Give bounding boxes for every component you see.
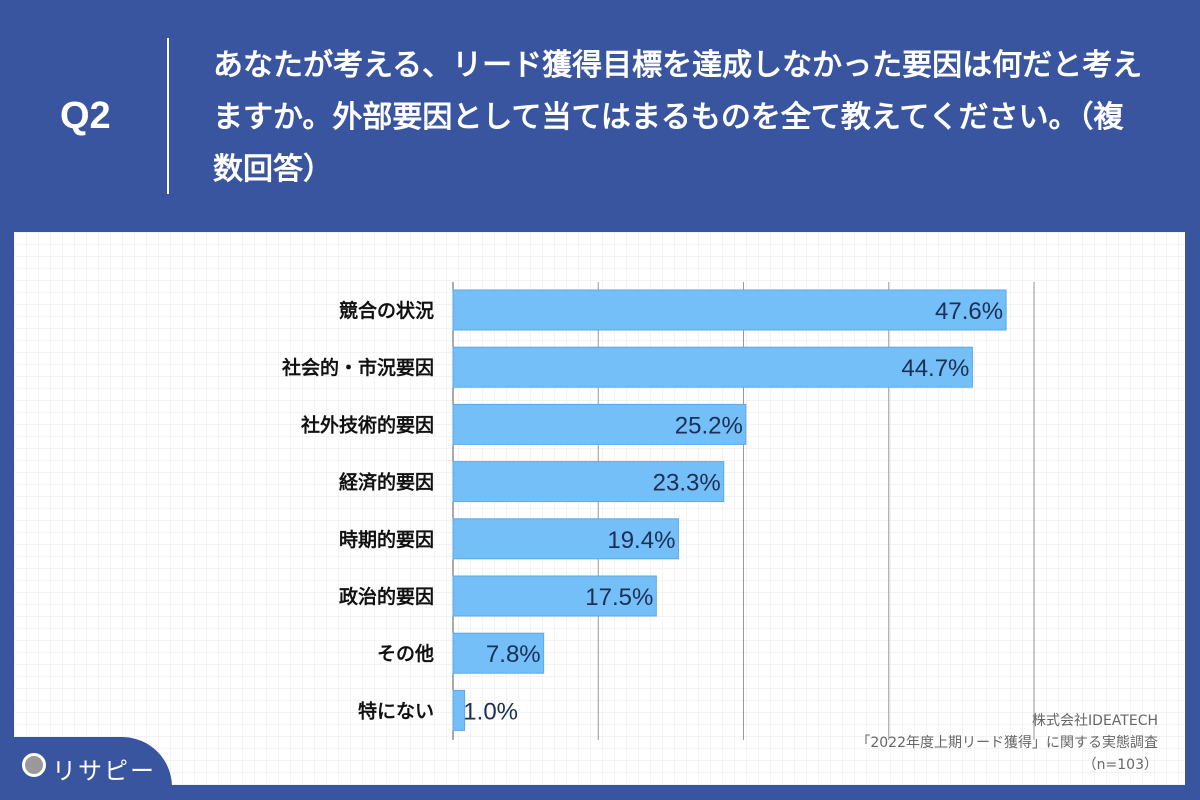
category-label: 社外技術的要因 — [300, 413, 434, 436]
bar — [452, 461, 725, 503]
bar — [452, 632, 545, 674]
bar — [452, 403, 747, 445]
category-label: 社会的・市況要因 — [281, 356, 434, 379]
divider — [167, 38, 169, 194]
source-note: 株式会社IDEATECH 「2022年度上期リード獲得」に関する実態調査 （n=… — [856, 710, 1158, 776]
value-label: 23.3% — [653, 470, 721, 497]
value-label: 47.6% — [935, 298, 1003, 325]
survey-name: 「2022年度上期リード獲得」に関する実態調査 — [856, 735, 1158, 751]
sample-size: （n=103） — [1082, 757, 1158, 773]
category-label: 特にない — [358, 700, 434, 722]
logo-text: リサピー — [52, 757, 156, 785]
pin-icon — [22, 753, 46, 777]
category-label: 競合の状況 — [339, 299, 434, 322]
question-number: Q2 — [60, 95, 111, 137]
bar — [452, 689, 466, 731]
question-title: あなたが考える、リード獲得目標を達成しなかった要因は何だと考えますか。外部要因と… — [213, 48, 1143, 187]
category-label: 政治的要因 — [339, 585, 434, 608]
bar — [452, 289, 1007, 331]
company-name: 株式会社IDEATECH — [1032, 713, 1158, 729]
value-label: 25.2% — [675, 412, 743, 439]
category-label: 時期的要因 — [339, 528, 434, 551]
category-label: その他 — [377, 642, 434, 665]
bar — [452, 518, 679, 560]
value-label: 19.4% — [607, 527, 675, 554]
value-label: 1.0% — [463, 698, 518, 725]
value-label: 44.7% — [901, 355, 969, 382]
value-label: 17.5% — [585, 584, 653, 611]
value-label: 7.8% — [486, 641, 541, 668]
bar — [452, 575, 657, 617]
logo: リサピー — [0, 737, 172, 800]
bar — [452, 346, 973, 388]
category-label: 経済的要因 — [339, 471, 434, 494]
